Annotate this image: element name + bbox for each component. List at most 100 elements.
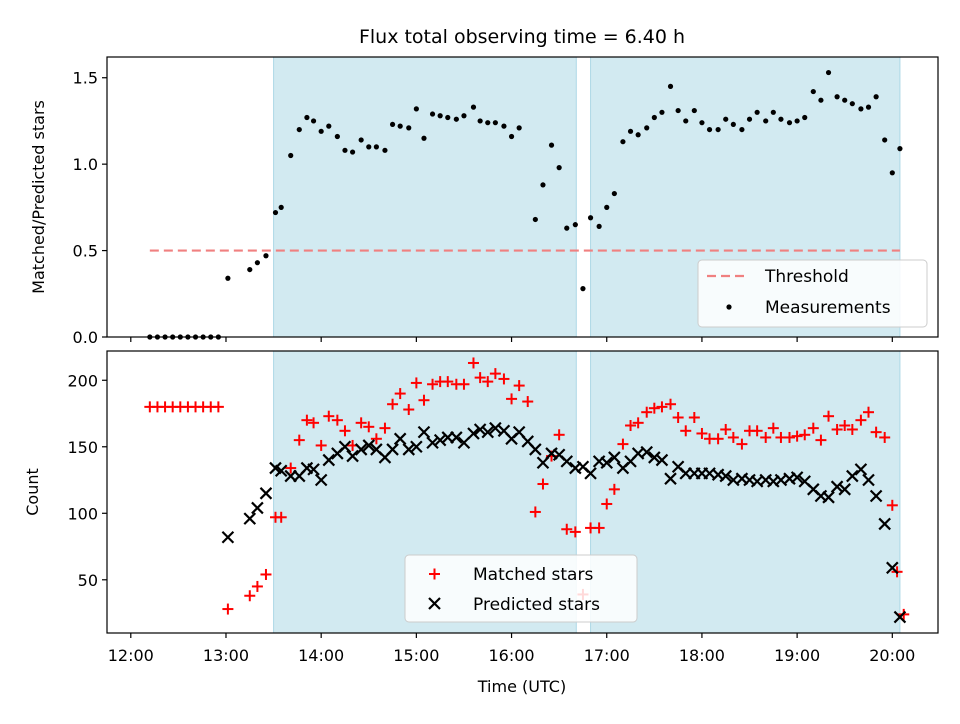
predicted-stars-point — [830, 480, 844, 493]
predicted-stars-point — [886, 561, 899, 575]
top-shaded-span-0 — [273, 56, 577, 338]
x-tick-label: 19:00 — [774, 646, 820, 665]
predicted-stars-point — [640, 445, 653, 459]
predicted-stars-point — [489, 421, 502, 435]
x-b — [878, 517, 891, 531]
matched-stars-point — [656, 401, 668, 413]
x-b — [552, 448, 566, 462]
matched-stars-point — [506, 393, 518, 405]
matched-stars-point — [387, 398, 399, 410]
x-b — [354, 443, 368, 456]
x-b — [386, 443, 399, 456]
measurements-point — [778, 116, 784, 122]
matched-stars-point — [370, 433, 382, 445]
measurements-point — [723, 116, 729, 122]
matched-stars-point — [648, 402, 660, 414]
matched-stars-point — [513, 380, 525, 392]
predicted-stars-point — [655, 453, 669, 467]
predicted-stars-point — [410, 440, 423, 454]
x-tick-label: 12:00 — [108, 646, 154, 665]
matched-stars-point — [363, 421, 375, 433]
predicted-stars-point — [386, 443, 399, 456]
predicted-stars-point — [307, 463, 320, 476]
matched-stars-point — [855, 414, 867, 426]
matched-stars-point — [339, 425, 351, 437]
x-b — [783, 472, 796, 485]
measurements-point — [437, 113, 443, 119]
predicted-stars-point — [243, 512, 257, 525]
predicted-stars-point — [417, 425, 431, 439]
matched-stars-point — [308, 417, 320, 429]
matched-stars-point — [767, 422, 779, 434]
matched-stars-point — [823, 410, 835, 422]
measurements-point — [461, 113, 467, 119]
matched-stars-point — [879, 431, 891, 443]
matched-stars-point — [331, 414, 343, 426]
x-b — [807, 483, 820, 496]
measurements-point — [247, 266, 253, 273]
x-b — [322, 453, 336, 467]
x-tick-label: 14:00 — [298, 646, 344, 665]
matched-stars-point — [427, 378, 439, 390]
measurements-point — [675, 107, 681, 114]
measurements-point — [477, 118, 483, 124]
matched-stars-point — [815, 434, 827, 446]
measurements-point — [349, 149, 356, 155]
predicted-stars-point — [338, 440, 352, 454]
x-b — [269, 461, 282, 475]
x-b — [497, 424, 511, 438]
legend-threshold-label: Threshold — [764, 267, 849, 287]
measurements-point — [865, 104, 872, 110]
measurements-point — [492, 120, 498, 126]
measurements-point — [532, 216, 538, 223]
x-b — [608, 451, 621, 464]
matched-stars-point — [482, 376, 494, 388]
measurements-point — [310, 118, 317, 124]
matched-stars-point — [301, 414, 313, 426]
measurements-point — [263, 253, 269, 259]
measurements-point — [485, 120, 491, 126]
legend-measurements-swatch — [726, 304, 732, 310]
x-b — [790, 471, 804, 484]
measurements-point — [834, 94, 840, 100]
x-tick-label: 18:00 — [679, 646, 725, 665]
x-tick-label: 17:00 — [584, 646, 630, 665]
measurements-point — [429, 111, 436, 117]
predicted-stars-point — [274, 464, 288, 477]
x-b — [338, 440, 352, 454]
bottom-y-tick-label: 100 — [67, 504, 98, 523]
x-b — [402, 443, 416, 456]
legend-matched-label: Matched stars — [473, 565, 593, 585]
measurements-point — [882, 137, 888, 143]
y-axis-label-top: Matched/Predicted stars — [29, 100, 48, 294]
matched-stars-point — [751, 425, 763, 437]
matched-stars-point — [632, 417, 644, 429]
measurements-point — [278, 204, 284, 210]
measurements-point — [272, 209, 279, 216]
measurements-point — [580, 286, 586, 292]
legend-predicted-label: Predicted stars — [473, 595, 600, 615]
measurements-point — [810, 88, 816, 95]
matched-stars-point — [403, 404, 415, 416]
measurements-point — [564, 225, 570, 231]
x-b — [529, 443, 542, 456]
predicted-stars-point — [560, 455, 574, 468]
matched-stars-point — [529, 506, 541, 518]
matched-stars-point — [275, 511, 287, 523]
y-axis-label-bottom: Count — [23, 468, 42, 516]
measurements-point — [540, 182, 546, 188]
x-b — [417, 425, 431, 439]
predicted-stars-point — [259, 487, 273, 500]
measurements-point — [373, 144, 379, 150]
predicted-stars-point — [838, 483, 851, 496]
matched-stars-point — [410, 377, 422, 389]
matched-stars-point — [244, 590, 256, 602]
predicted-stars-point — [822, 491, 835, 504]
x-b — [426, 436, 439, 450]
measurements-point — [659, 109, 665, 115]
predicted-stars-point — [450, 431, 463, 444]
measurements-point — [548, 142, 555, 148]
predicted-stars-point — [790, 471, 804, 484]
predicted-stars-point — [433, 433, 447, 447]
measurements-point — [225, 275, 231, 281]
